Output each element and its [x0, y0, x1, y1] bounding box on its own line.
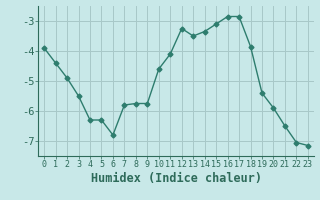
- X-axis label: Humidex (Indice chaleur): Humidex (Indice chaleur): [91, 172, 261, 185]
